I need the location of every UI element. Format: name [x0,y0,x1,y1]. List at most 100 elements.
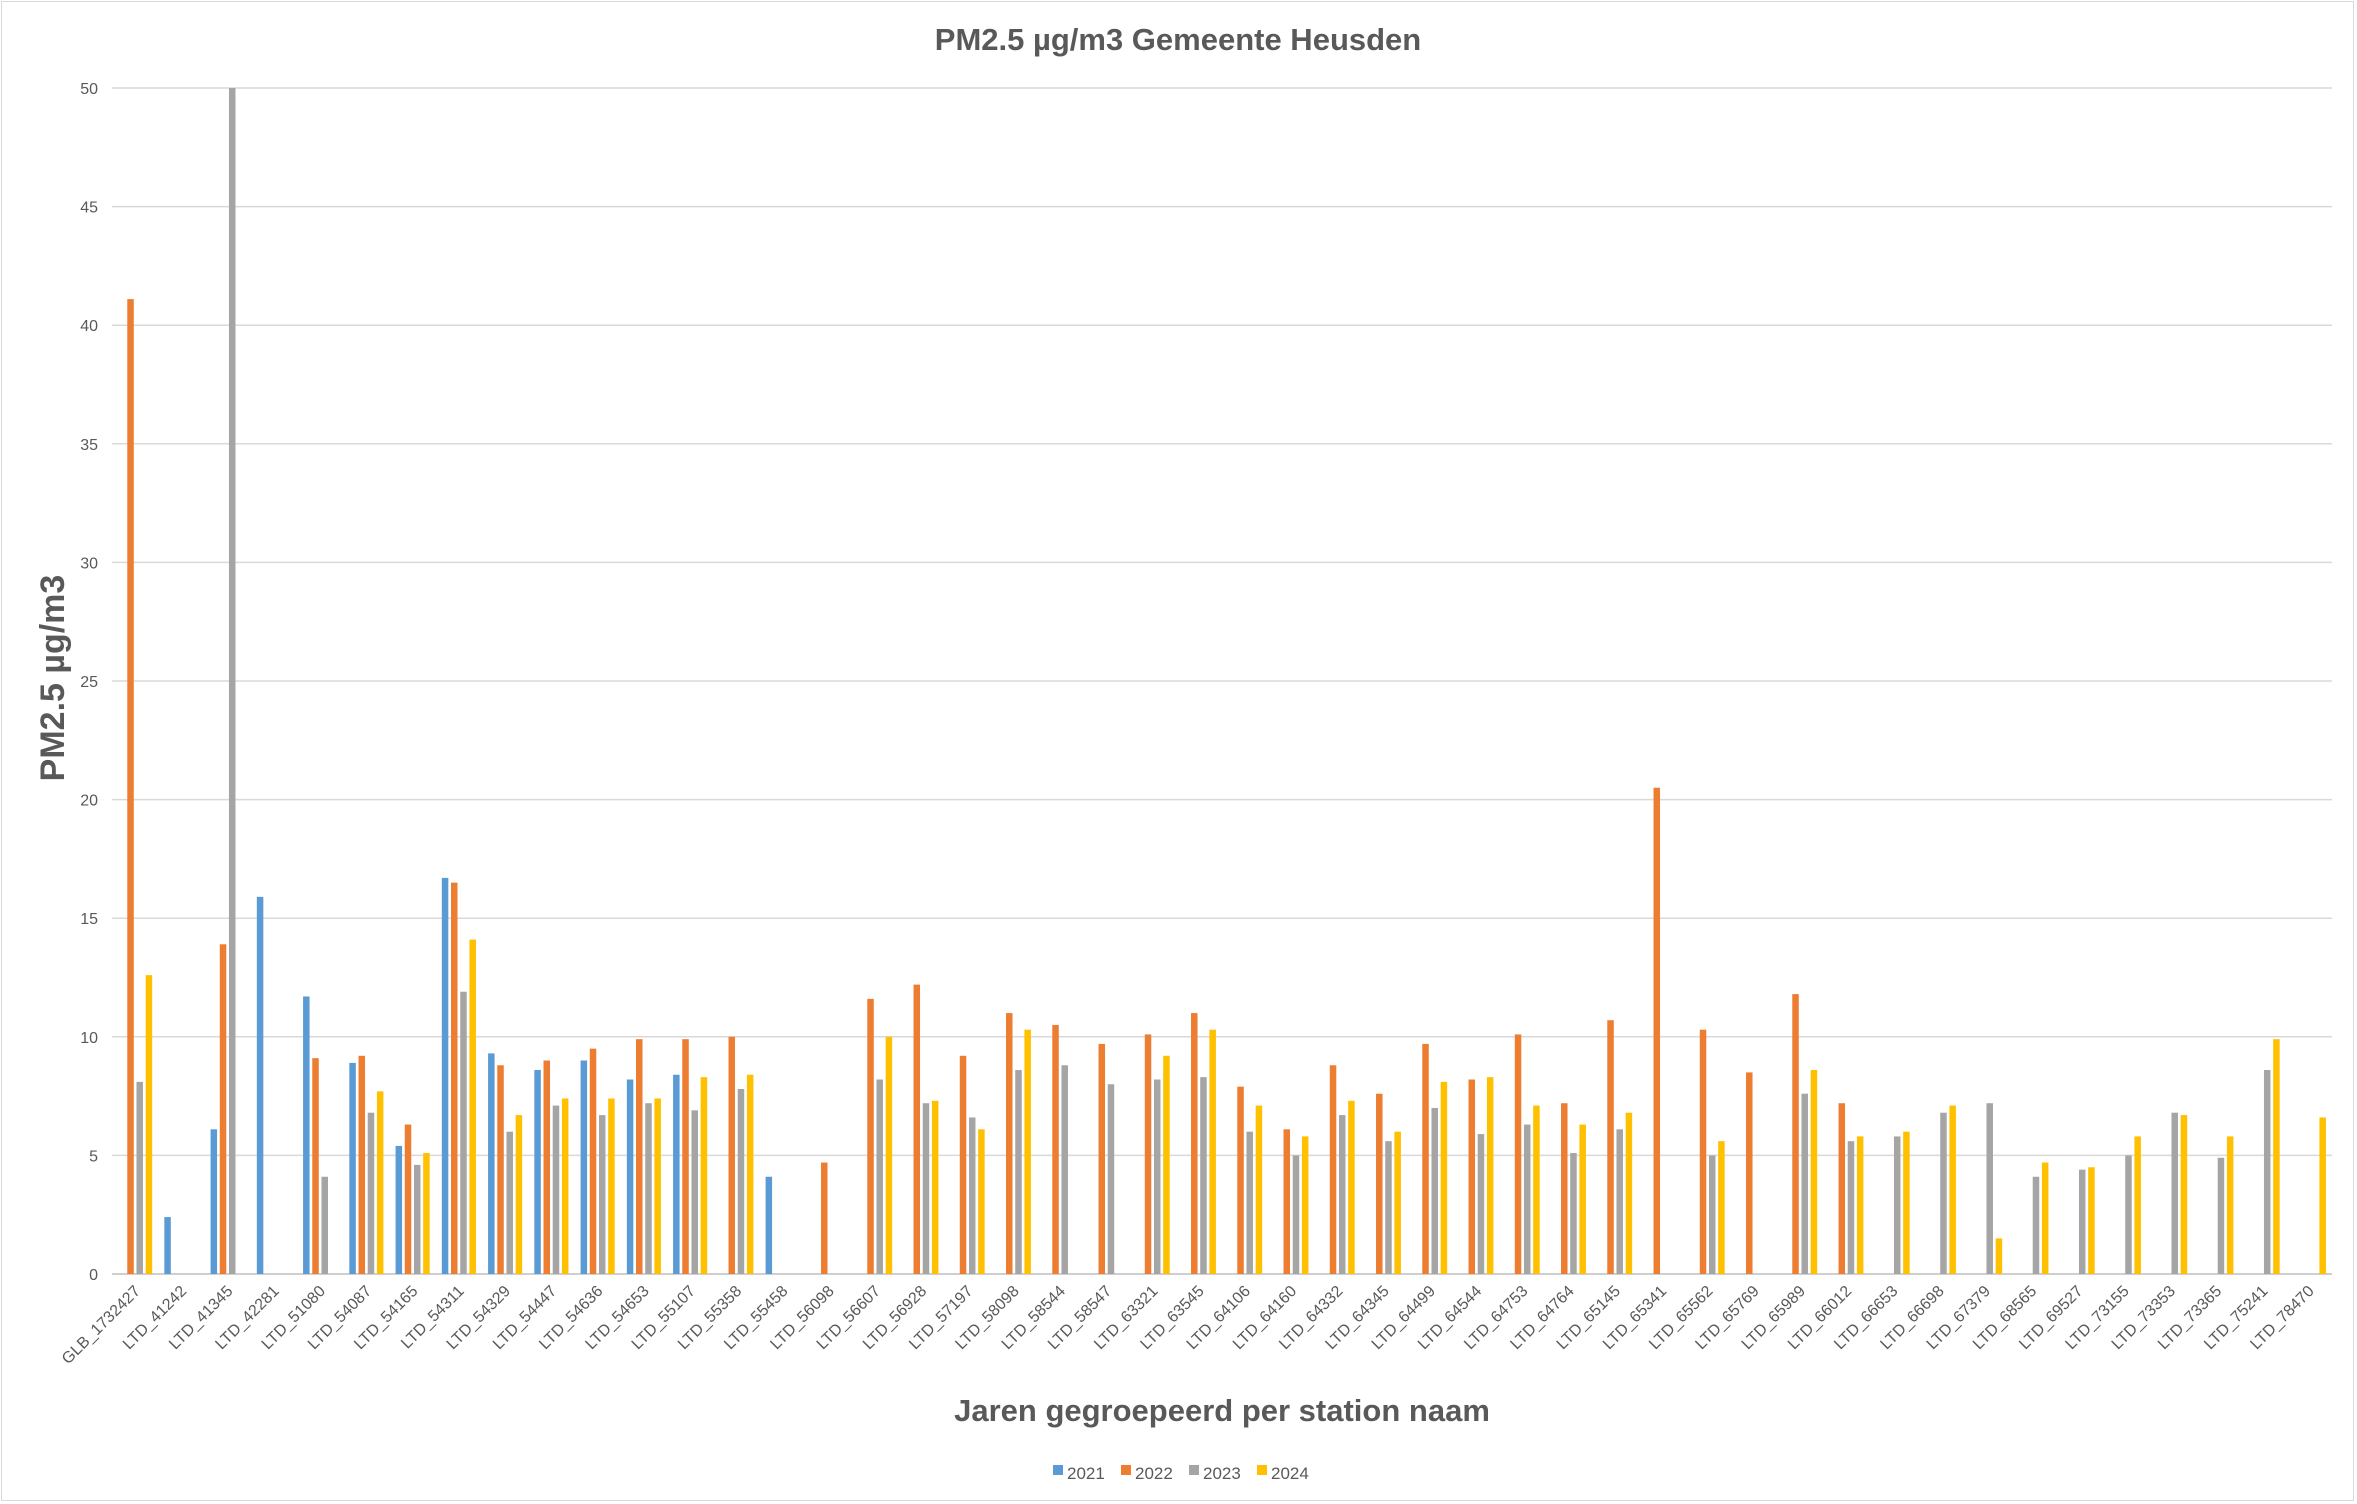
bar-LTD_64106-2023 [1246,1131,1253,1274]
bar-LTD_64332-2023 [1338,1115,1346,1274]
y-tick-0: 0 [89,1267,98,1284]
bar-GLB_1732427-2024 [145,975,153,1274]
bar-LTD_58098-2023 [1015,1070,1022,1274]
bar-LTD_69527-2024 [2088,1167,2095,1274]
bar-LTD_54087-2024 [376,1091,384,1274]
y-tick-15: 15 [80,911,98,928]
bar-LTD_58544-2022 [1052,1024,1059,1274]
bar-LTD_56607-2023 [876,1079,883,1274]
bar-LTD_66698-2023 [1940,1112,1947,1274]
bar-LTD_64106-2024 [1255,1105,1263,1274]
bar-LTD_65562-2024 [1718,1141,1725,1274]
bar-LTD_64499-2023 [1431,1107,1438,1274]
bar-LTD_55358-2023 [737,1088,745,1274]
bar-LTD_67379-2023 [1986,1103,1993,1274]
bar-LTD_65145-2022 [1607,1020,1614,1274]
bar-LTD_73365-2024 [2226,1136,2234,1274]
bar-LTD_54636-2023 [598,1115,606,1274]
bar-LTD_54329-2024 [515,1115,523,1274]
legend-label-2022: 2022 [1135,1464,1173,1483]
bar-LTD_54653-2023 [645,1103,652,1274]
bar-LTD_56928-2022 [913,984,921,1274]
bar-LTD_69527-2023 [2078,1169,2086,1274]
y-tick-50: 50 [80,81,98,98]
bar-LTD_54653-2024 [654,1098,661,1274]
bar-LTD_65989-2024 [1810,1070,1818,1274]
gridlines [112,87,2332,1275]
bar-LTD_64332-2024 [1348,1100,1355,1274]
bar-LTD_54311-2021 [441,877,449,1274]
bar-LTD_57197-2022 [959,1055,967,1274]
bar-LTD_54165-2021 [395,1145,403,1274]
bar-GLB_1732427-2023 [136,1081,143,1274]
bar-LTD_73353-2024 [2180,1115,2188,1274]
bar-LTD_64106-2022 [1237,1086,1244,1274]
y-tick-5: 5 [89,1148,98,1165]
bar-LTD_63321-2023 [1153,1079,1161,1274]
bar-LTD_57197-2024 [978,1129,985,1274]
legend-swatch-2024 [1257,1465,1267,1475]
bar-LTD_63545-2023 [1200,1077,1207,1274]
bar-LTD_65769-2022 [1746,1072,1753,1274]
bar-LTD_55107-2024 [700,1077,708,1274]
bar-LTD_65989-2023 [1801,1093,1808,1274]
bar-LTD_65562-2023 [1708,1155,1716,1274]
bar-LTD_54087-2022 [358,1055,366,1274]
y-axis-ticks: 0 5 10 15 20 25 30 35 40 45 50 [80,81,98,1284]
bar-LTD_65145-2024 [1625,1112,1633,1274]
bar-LTD_54311-2022 [451,882,458,1274]
x-tick-GLB_1732427: GLB_1732427 [59,1283,144,1368]
bar-LTD_64544-2024 [1486,1077,1494,1274]
bar-LTD_63545-2022 [1191,1013,1198,1274]
legend: 2021 2022 2023 2024 [1053,1464,1309,1483]
bar-LTD_64753-2023 [1523,1124,1531,1274]
y-tick-25: 25 [80,674,98,691]
bar-LTD_64544-2023 [1477,1134,1485,1274]
y-tick-10: 10 [80,1030,98,1047]
bar-LTD_63545-2024 [1209,1029,1216,1274]
x-axis-ticks: GLB_1732427LTD_41242LTD_41345LTD_42281LT… [59,1283,2318,1368]
bar-LTD_65145-2023 [1616,1129,1623,1274]
bar-LTD_63321-2022 [1144,1034,1152,1274]
bar-LTD_65341-2022 [1653,787,1661,1274]
bar-LTD_64160-2024 [1301,1136,1309,1274]
legend-swatch-2021 [1053,1465,1063,1475]
bar-LTD_58547-2023 [1107,1084,1115,1274]
bar-LTD_54447-2022 [543,1060,551,1274]
bar-LTD_73365-2023 [2217,1157,2225,1274]
bar-LTD_56607-2024 [885,1036,893,1274]
bar-LTD_54165-2024 [423,1153,430,1274]
y-axis-label: PM2.5 µg/m3 [34,575,72,782]
bar-LTD_58544-2023 [1061,1065,1068,1274]
bar-LTD_64345-2024 [1394,1131,1401,1274]
bars [127,88,2326,1274]
bar-LTD_58098-2024 [1024,1029,1031,1274]
bar-LTD_54653-2022 [636,1039,643,1274]
bar-LTD_66653-2024 [1903,1131,1910,1274]
bar-LTD_56098-2022 [821,1162,828,1274]
bar-LTD_64160-2022 [1283,1129,1291,1274]
chart-title: PM2.5 µg/m3 Gemeente Heusden [935,22,1421,57]
bar-LTD_68565-2024 [2041,1162,2049,1274]
y-tick-45: 45 [80,200,98,217]
bar-LTD_64499-2022 [1422,1043,1429,1274]
bar-LTD_64160-2023 [1292,1155,1300,1274]
bar-LTD_75241-2024 [2273,1039,2280,1274]
bar-LTD_58098-2022 [1006,1013,1013,1274]
bar-LTD_58547-2022 [1098,1043,1106,1274]
bar-LTD_66012-2022 [1838,1103,1846,1274]
bar-LTD_64753-2022 [1514,1034,1522,1274]
bar-LTD_64753-2024 [1533,1105,1540,1274]
legend-swatch-2022 [1121,1465,1131,1475]
bar-LTD_54636-2022 [589,1048,597,1274]
bar-LTD_54329-2023 [506,1131,513,1274]
bar-GLB_1732427-2022 [127,299,134,1274]
bar-LTD_63321-2024 [1163,1055,1170,1274]
bar-LTD_68565-2023 [2032,1176,2040,1274]
legend-label-2024: 2024 [1271,1464,1309,1483]
bar-LTD_64345-2023 [1385,1141,1392,1274]
bar-LTD_73353-2023 [2171,1112,2178,1274]
bar-LTD_54636-2021 [580,1060,588,1274]
bar-LTD_64764-2022 [1561,1103,1568,1274]
